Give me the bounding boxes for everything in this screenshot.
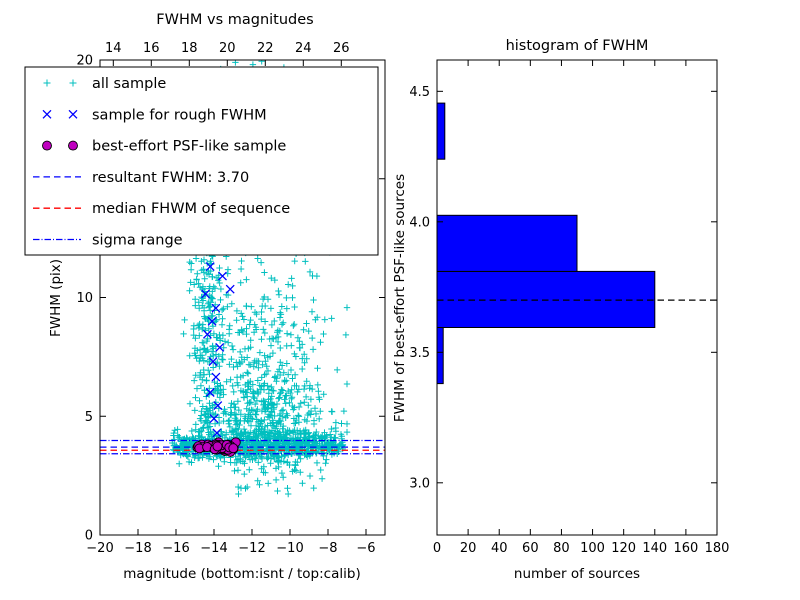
x-tick-label: 0 (433, 541, 441, 556)
psf-sample-marker (228, 443, 239, 454)
legend-x-icon (68, 109, 78, 119)
y-tick-label: 5 (85, 410, 93, 425)
x-tick-label: −16 (162, 541, 189, 556)
y-tick-label: 4.0 (409, 215, 430, 230)
x-tick-label: 60 (522, 541, 539, 556)
x-tick-label: −18 (124, 541, 151, 556)
legend-label: sigma range (92, 233, 183, 249)
legend: all sample sample for rough FWHM best-effo… (24, 66, 379, 256)
x-tick-label: −8 (318, 541, 337, 556)
legend-circle-icon (42, 140, 52, 151)
right-axes-frame (436, 59, 718, 536)
legend-x-icon (42, 109, 52, 119)
histogram-bar (437, 214, 578, 272)
histogram-bar (437, 327, 444, 385)
right-plot-xlabel: number of sources (514, 566, 640, 582)
legend-label: median FHWM of sequence (92, 201, 290, 217)
top-x-tick-label: 16 (143, 41, 160, 56)
top-x-tick-label: 24 (295, 41, 312, 56)
right-plot-title: histogram of FWHM (506, 38, 649, 54)
legend-box (24, 66, 379, 256)
y-tick-label: 3.0 (409, 476, 430, 491)
x-tick-label: 180 (705, 541, 730, 556)
x-tick-label: 100 (580, 541, 605, 556)
x-tick-label: 120 (611, 541, 636, 556)
left-plot-ylabel: FWHM (pix) (48, 259, 64, 337)
y-tick-label: 3.5 (409, 346, 430, 361)
top-x-tick-label: 22 (257, 41, 274, 56)
histogram-bar (437, 270, 656, 328)
x-tick-label: −14 (200, 541, 227, 556)
x-tick-label: −12 (238, 541, 265, 556)
histogram-bar (437, 102, 446, 160)
y-tick-label: 0 (85, 529, 93, 544)
top-x-tick-label: 20 (219, 41, 236, 56)
x-tick-label: −10 (276, 541, 303, 556)
x-tick-label: −20 (86, 541, 113, 556)
left-plot-title: FWHM vs magnitudes (156, 12, 313, 28)
x-tick-label: 160 (673, 541, 698, 556)
psf-sample-marker (212, 441, 223, 452)
x-tick-label: 20 (460, 541, 477, 556)
scatter-area (100, 60, 385, 498)
left-plot-xlabel: magnitude (bottom:isnt / top:calib) (123, 566, 360, 582)
y-tick-label: 4.5 (409, 85, 430, 100)
right-plot-ylabel: FWHM of best-effort PSF-like sources (392, 174, 408, 422)
x-tick-label: −6 (356, 541, 375, 556)
legend-label: best-effort PSF-like sample (92, 139, 286, 155)
legend-label: sample for rough FWHM (92, 107, 267, 123)
legend-circle-icon (68, 140, 78, 151)
legend-plus-icon (43, 79, 51, 87)
legend-plus-icon (69, 79, 77, 87)
y-tick-label: 10 (76, 291, 93, 306)
top-x-tick-label: 26 (333, 41, 350, 56)
legend-label: all sample (92, 76, 166, 92)
top-x-tick-label: 18 (181, 41, 198, 56)
scatter-plot: −20 −18 −16 −14 −12 −10 −8 −6 14 16 18 20 22 24 26 0 5 10… (76, 41, 386, 556)
hist-area (437, 102, 717, 385)
x-tick-label: 40 (491, 541, 508, 556)
histogram-plot: 0 20 40 60 80 100 120 140 160 180 3.0 3.5 4.0 4.5 (409, 59, 730, 556)
x-tick-label: 80 (553, 541, 570, 556)
y-tick-label: 20 (76, 54, 93, 69)
legend-label: resultant FWHM: 3.70 (92, 170, 249, 186)
top-x-tick-label: 14 (105, 41, 122, 56)
x-tick-label: 140 (642, 541, 667, 556)
